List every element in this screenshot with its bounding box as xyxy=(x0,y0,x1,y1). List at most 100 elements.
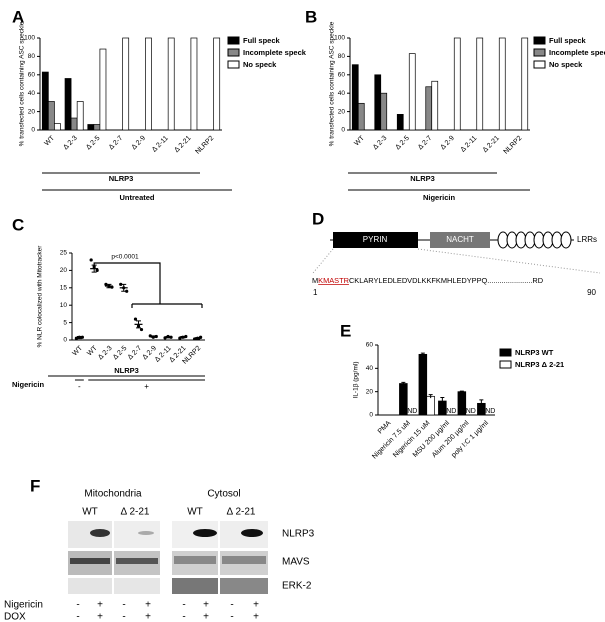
x-tick-label: NLRP2 xyxy=(503,135,524,156)
bar xyxy=(425,86,433,131)
panel-letter: F xyxy=(30,476,40,495)
y-tick-label: 80 xyxy=(28,53,36,60)
bar xyxy=(457,391,467,416)
row-sign: + xyxy=(97,612,103,622)
y-tick-label: 25 xyxy=(60,250,68,257)
row-label: Nigericin xyxy=(4,600,43,611)
x-tick-label: WT xyxy=(71,344,84,357)
y-tick-label: 20 xyxy=(366,388,374,395)
group-label: NLRP3 xyxy=(410,174,435,183)
legend-swatch xyxy=(533,60,546,69)
bar xyxy=(64,78,72,131)
y-axis-label: % transfected cells containing ASC speck… xyxy=(329,21,336,146)
y-tick-label: 80 xyxy=(338,53,346,60)
bar xyxy=(190,37,198,131)
error-bar xyxy=(136,320,141,329)
row-sign: - xyxy=(182,612,185,622)
zoom-line xyxy=(417,248,601,274)
legend-swatch xyxy=(227,48,240,57)
error-bar xyxy=(459,390,464,393)
legend-label: NLRP3 Δ 2-21 xyxy=(515,360,564,369)
legend-swatch xyxy=(499,360,512,369)
lrr-bg xyxy=(574,234,604,246)
compartment: Mitochondria xyxy=(84,489,142,500)
domain-label: LRRs xyxy=(577,235,597,244)
bar xyxy=(396,114,404,131)
x-tick-label: Δ 2-9 xyxy=(439,135,456,152)
legend-label: Full speck xyxy=(549,36,587,45)
group-label: NLRP3 xyxy=(114,366,139,375)
bar xyxy=(167,37,175,131)
row-sign: + xyxy=(145,612,151,622)
value-label: ND xyxy=(407,408,417,415)
point xyxy=(104,282,108,286)
bar xyxy=(418,353,428,416)
value-label: ND xyxy=(466,408,476,415)
panel-letter: E xyxy=(340,321,351,340)
x-tick-label: Δ 2-5 xyxy=(112,345,129,362)
y-tick-label: 60 xyxy=(366,342,374,349)
x-tick-label: PMA xyxy=(377,420,393,436)
error-bar xyxy=(428,394,433,399)
y-tick-label: 10 xyxy=(60,302,68,309)
row-label: Nigericin xyxy=(12,380,45,389)
x-tick-label: NLRP2 xyxy=(194,135,215,156)
blot-images xyxy=(68,521,268,594)
value-label: ND xyxy=(446,408,456,415)
sequence: MKMASTRCKLARYLEDLEDVDLKKFKMHLEDYPPQ.....… xyxy=(312,276,543,285)
x-tick-label: WT xyxy=(353,134,366,147)
x-tick-label: Δ 2-7 xyxy=(127,345,144,362)
bar xyxy=(374,74,382,131)
x-tick-label: Δ 2-21 xyxy=(482,135,501,154)
point xyxy=(89,258,93,262)
compartment: Cytosol xyxy=(207,489,240,500)
x-tick-label: Δ 2-7 xyxy=(108,135,125,152)
seq-rest: CKLARYLEDLEDVDLKKFKMHLEDYPPQ............… xyxy=(349,276,543,285)
protein-label: ERK-2 xyxy=(282,581,312,592)
error-bar xyxy=(401,381,406,385)
y-tick-label: 0 xyxy=(341,127,345,134)
bar xyxy=(498,37,506,131)
legend-swatch xyxy=(227,60,240,69)
legend-label: Incomplete speck xyxy=(549,48,605,57)
y-tick-label: 0 xyxy=(31,127,35,134)
error-bar xyxy=(76,336,82,340)
bar xyxy=(476,37,484,131)
row-sign: + xyxy=(253,612,259,622)
point xyxy=(95,268,99,272)
legend-label: Full speck xyxy=(243,36,281,45)
point xyxy=(125,289,129,293)
bar xyxy=(70,117,78,131)
x-tick-label: Δ 2-11 xyxy=(151,135,170,154)
legend-swatch xyxy=(533,36,546,45)
lane-label: Δ 2-21 xyxy=(121,507,150,518)
row-sign: - xyxy=(230,600,233,611)
bar xyxy=(453,37,461,131)
bar xyxy=(54,123,61,131)
y-tick-label: 20 xyxy=(338,108,346,115)
row-sign: + xyxy=(203,612,209,622)
x-tick-label: Δ 2-3 xyxy=(372,135,389,152)
seq-highlight: KMASTR xyxy=(318,276,349,285)
row-sign: - xyxy=(122,600,125,611)
condition-label: Nigericin xyxy=(423,193,456,202)
panel-letter: C xyxy=(12,215,24,234)
y-axis-label: IL-1β (pg/ml) xyxy=(353,362,360,399)
domain-label: PYRIN xyxy=(363,235,388,244)
y-tick-label: 60 xyxy=(28,72,36,79)
x-tick-label: Δ 2-5 xyxy=(85,135,102,152)
y-tick-label: 15 xyxy=(60,285,68,292)
row-sign: - xyxy=(122,612,125,622)
group-label: NLRP3 xyxy=(109,174,134,183)
value-label: ND xyxy=(485,408,495,415)
significance-bracket xyxy=(93,262,203,308)
lane-label: Δ 2-21 xyxy=(227,507,256,518)
legend-label: No speck xyxy=(243,60,277,69)
error-bar xyxy=(180,336,186,339)
panel-letter: D xyxy=(312,209,324,228)
bar xyxy=(351,64,359,131)
bar xyxy=(431,80,439,131)
y-tick-label: 5 xyxy=(63,319,67,326)
bar xyxy=(76,101,84,131)
